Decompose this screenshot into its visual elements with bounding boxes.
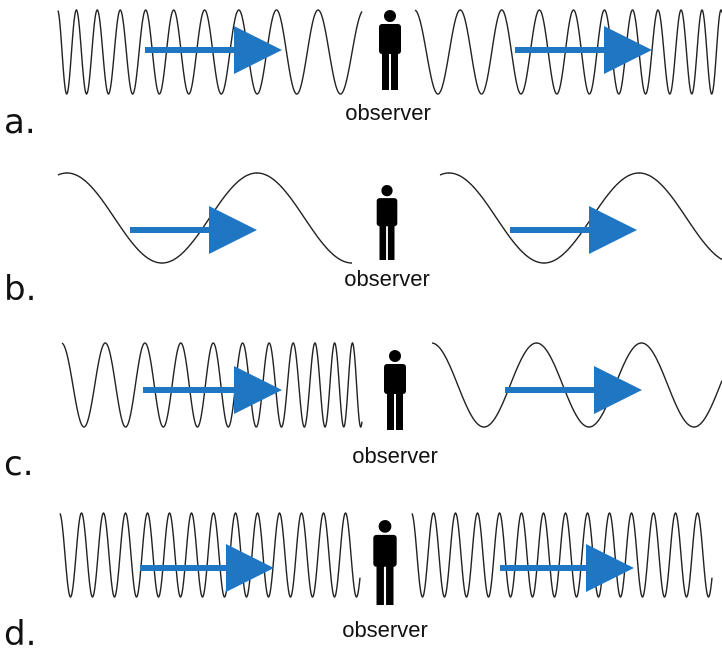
observer-icon (379, 520, 392, 533)
observer-label: observer (342, 617, 428, 642)
observer-icon (384, 10, 396, 22)
observer-icon (389, 350, 401, 362)
observer-icon (387, 392, 394, 430)
wave (58, 173, 352, 263)
observer-icon (391, 52, 398, 90)
wave (62, 343, 362, 427)
observer-label: observer (352, 443, 438, 468)
observer-icon (377, 198, 398, 226)
observer-icon (379, 24, 401, 54)
observer-icon (384, 364, 406, 394)
panel-label: b. (4, 269, 36, 309)
wave (432, 343, 722, 427)
panel-label: d. (4, 614, 36, 653)
wave (440, 173, 722, 263)
observer-icon (388, 224, 395, 260)
observer-icon (373, 535, 396, 567)
observer-label: observer (344, 266, 430, 291)
observer-icon (380, 224, 387, 260)
observer-label: observer (345, 100, 431, 125)
observer-icon (396, 392, 403, 430)
observer-icon (381, 185, 392, 196)
observer-icon (386, 565, 393, 605)
wave (60, 513, 360, 597)
observer-icon (377, 565, 384, 605)
observer-icon (382, 52, 389, 90)
panel-label: a. (4, 102, 36, 142)
panel-label: c. (4, 444, 34, 484)
diagram: a. observer b. observer c. observer d. o… (0, 0, 722, 653)
wave (412, 513, 712, 597)
